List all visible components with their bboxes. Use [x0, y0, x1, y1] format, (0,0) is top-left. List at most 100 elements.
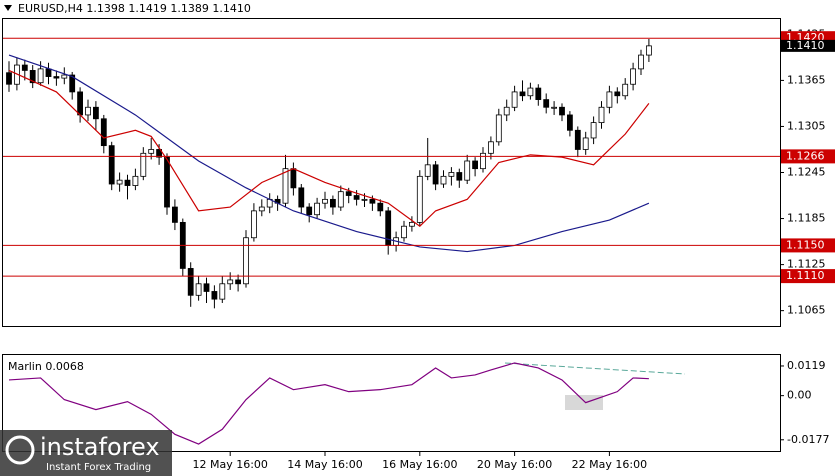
- candle-body: [472, 160, 479, 170]
- candle-body: [424, 164, 431, 177]
- candle-body: [250, 210, 257, 239]
- candle-body: [630, 68, 636, 85]
- candle-body: [148, 149, 155, 154]
- candle-body: [116, 179, 123, 185]
- candle-body: [306, 206, 313, 216]
- candle-body: [298, 187, 305, 208]
- candle-body: [195, 283, 202, 296]
- current-price-box: [781, 39, 835, 52]
- level-label: 1.1110: [786, 269, 825, 282]
- candle-body: [377, 202, 384, 212]
- candle-body: [511, 91, 518, 108]
- candle-body: [495, 114, 502, 143]
- y-tick-label: 1.1185: [787, 212, 826, 225]
- candle-body: [606, 91, 613, 108]
- candle-body: [77, 91, 83, 116]
- candle-body: [361, 198, 368, 201]
- candle-body: [235, 279, 242, 285]
- watermark-logo: [5, 435, 35, 465]
- candle-body: [369, 198, 376, 204]
- candle-body: [456, 172, 463, 181]
- candle-body: [646, 45, 652, 56]
- candle-body: [219, 283, 226, 300]
- candle-body: [124, 179, 131, 186]
- candle-body: [164, 156, 170, 208]
- level-label-box: [781, 269, 835, 284]
- candle-body: [337, 191, 344, 208]
- indicator-tick-label: 0.0119: [787, 359, 826, 372]
- moving-average: [8, 54, 650, 253]
- candle-body: [614, 91, 621, 97]
- y-tick-label: 1.1245: [787, 166, 826, 179]
- candle-body: [156, 149, 163, 158]
- candle-body: [353, 195, 360, 200]
- watermark-bg: [0, 430, 172, 476]
- candle-body: [543, 99, 550, 108]
- candle-body: [480, 152, 486, 170]
- candle-body: [408, 221, 415, 227]
- candle-body: [527, 87, 534, 97]
- candle-body: [345, 191, 352, 196]
- chart-title: EURUSD,H4 1.1398 1.1419 1.1389 1.1410: [18, 2, 251, 15]
- candle-body: [574, 129, 581, 150]
- candle-body: [45, 68, 52, 77]
- candle-body: [227, 279, 234, 285]
- candle-body: [140, 152, 147, 177]
- candle-body: [582, 137, 589, 150]
- indicator-panel: [2, 354, 781, 452]
- dropdown-icon: [4, 5, 12, 11]
- watermark-tagline: Instant Forex Trading: [46, 462, 151, 473]
- candle-body: [108, 145, 115, 185]
- candle-body: [432, 164, 439, 185]
- y-tick-label: 1.1125: [787, 258, 826, 271]
- y-tick-label: 1.1065: [787, 304, 826, 317]
- trend-line: [504, 362, 686, 375]
- candle-body: [187, 268, 194, 296]
- candle-body: [69, 74, 76, 93]
- candle-body: [37, 68, 44, 84]
- candle-body: [314, 202, 321, 216]
- x-tick-label: 14 May 16:00: [287, 458, 362, 471]
- candle-body: [329, 198, 336, 208]
- candle-body: [559, 106, 565, 116]
- candle-body: [258, 206, 265, 212]
- candle-body: [503, 106, 510, 116]
- x-tick-label: 22 May 16:00: [572, 458, 647, 471]
- y-tick-label: 1.1365: [787, 73, 826, 86]
- candle-body: [132, 175, 139, 186]
- y-tick-label: 1.1305: [787, 119, 826, 132]
- candle-body: [519, 91, 526, 97]
- candle-body: [401, 225, 407, 239]
- candle-body: [211, 291, 218, 300]
- candle-body: [464, 160, 471, 181]
- indicator-tick-label: 0.00: [787, 389, 812, 402]
- candle-body: [282, 168, 289, 204]
- candle-body: [567, 114, 573, 131]
- candle-body: [535, 87, 542, 100]
- level-label-box: [781, 238, 835, 253]
- x-tick-label: 20 May 16:00: [477, 458, 552, 471]
- candle-body: [448, 172, 455, 177]
- candle-body: [53, 76, 60, 79]
- candle-body: [61, 74, 68, 79]
- candle-body: [440, 175, 447, 185]
- candle-body: [590, 122, 597, 139]
- candle-body: [93, 106, 99, 120]
- candle-body: [622, 83, 629, 97]
- highlight-box: [565, 395, 603, 410]
- level-label-box: [781, 149, 835, 164]
- candle-body: [416, 175, 423, 223]
- candle-body: [100, 118, 107, 147]
- indicator-tick-label: -0.0177: [787, 433, 829, 446]
- current-price-label: 1.1410: [786, 39, 825, 52]
- indicator-title: Marlin 0.0068: [8, 360, 84, 373]
- candle-body: [29, 70, 36, 84]
- candle-body: [203, 283, 210, 292]
- watermark-brand: instaforex: [40, 433, 160, 461]
- candle-body: [21, 64, 28, 71]
- candle-body: [638, 54, 644, 70]
- watermark: instaforex Instant Forex Trading: [0, 430, 172, 476]
- moving-average: [8, 69, 650, 228]
